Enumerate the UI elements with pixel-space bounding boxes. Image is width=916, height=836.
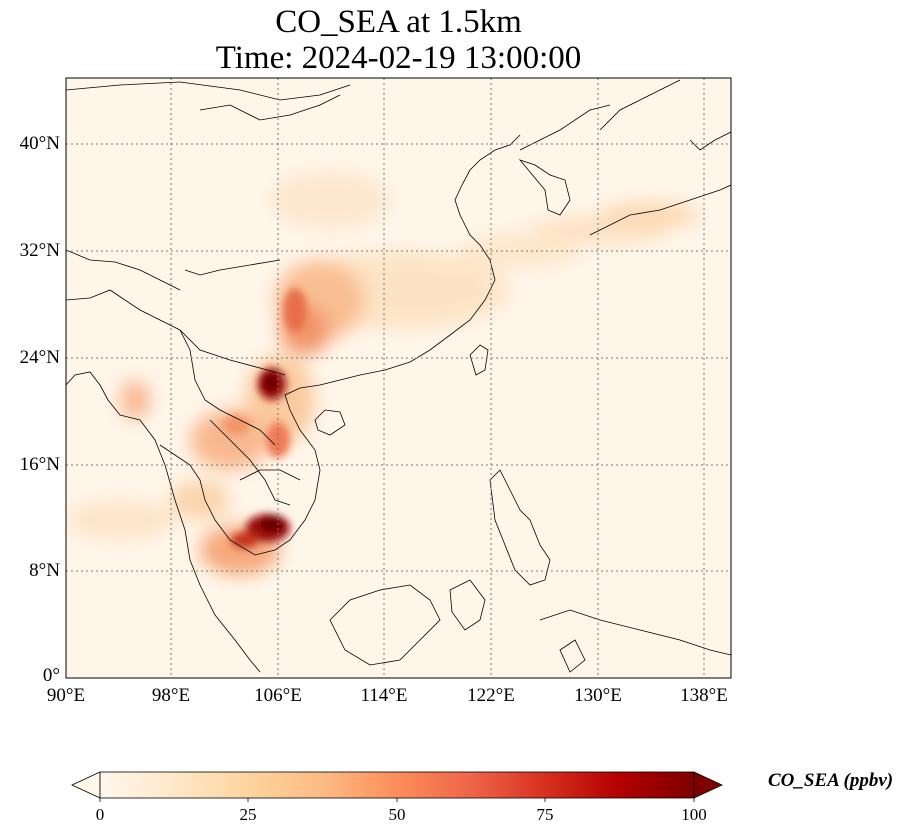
lon-tick-label: 90°E <box>46 685 86 706</box>
gridlines <box>66 78 731 678</box>
map-subtitle-time: Time: 2024-02-19 13:00:00 <box>215 40 582 76</box>
lon-tick-label: 98°E <box>151 685 191 706</box>
concentration-field <box>66 170 700 575</box>
map-background <box>66 78 731 678</box>
lat-tick-label: 32°N <box>19 240 60 261</box>
colorbar-gradient <box>99 771 695 799</box>
lon-tick-label: 106°E <box>254 685 302 706</box>
colorbar-extend-min <box>71 771 101 799</box>
lat-tick-label: 0° <box>42 665 60 686</box>
lon-tick-label: 138°E <box>680 685 728 706</box>
colorbar-tick-label: 100 <box>681 805 707 824</box>
colorbar-tick-label: 25 <box>239 805 257 824</box>
lat-tick-label: 16°N <box>19 454 60 475</box>
colorbar-tick-label: 0 <box>95 805 105 824</box>
colorbar-label: CO_SEA (ppbv) <box>768 770 894 791</box>
lat-tick-label: 8°N <box>29 560 60 581</box>
colorbar-tick-label: 50 <box>388 805 406 824</box>
lon-tick-label: 114°E <box>360 685 408 706</box>
lon-tick-label: 122°E <box>467 685 515 706</box>
colorbar-tick-label: 75 <box>536 805 554 824</box>
colorbar-extend-max <box>693 771 723 799</box>
lat-tick-label: 24°N <box>19 347 60 368</box>
lat-tick-label: 40°N <box>19 133 60 154</box>
coastlines <box>66 79 731 673</box>
lon-tick-label: 130°E <box>574 685 622 706</box>
colorbar <box>71 771 723 802</box>
map-frame <box>65 77 732 679</box>
map-title: CO_SEA at 1.5km <box>275 4 522 40</box>
